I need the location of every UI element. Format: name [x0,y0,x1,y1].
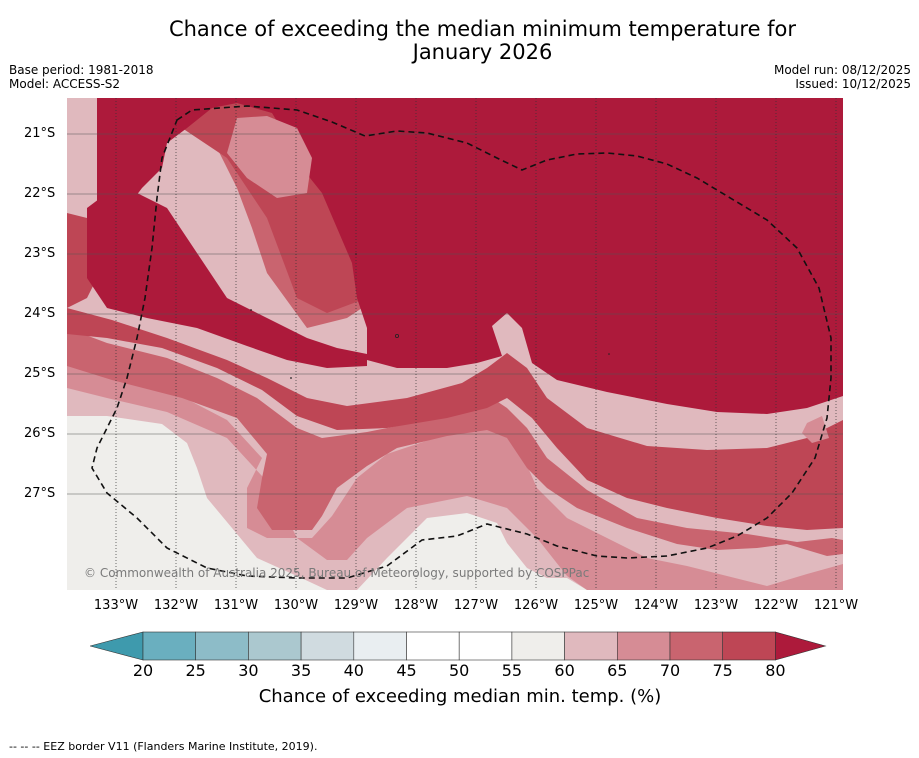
lon-label: 121°W [813,598,859,613]
colorbar [90,631,827,661]
lon-label: 123°W [693,598,739,613]
island-marker [250,309,252,311]
meta-left: Base period: 1981-2018 Model: ACCESS-S2 [9,63,154,91]
island-marker [394,333,399,338]
band-above-80 [97,98,843,414]
copyright-notice: © Commonwealth of Australia 2025, Bureau… [84,566,590,580]
lon-label: 130°W [273,598,319,613]
lon-label: 131°W [213,598,259,613]
lon-label: 132°W [153,598,199,613]
title-line-2: January 2026 [412,40,553,64]
eez-border [91,105,832,579]
colorbar-tick-label: 30 [238,661,259,680]
lon-label: 126°W [513,598,559,613]
colorbar-extend-low [90,631,144,661]
lat-label: 23°S [24,246,56,261]
lon-label: 124°W [633,598,679,613]
colorbar-box [564,631,618,661]
band-75-80 [67,308,843,530]
colorbar-tick-label: 40 [343,661,364,680]
colorbar-box [458,631,513,661]
colorbar-box [353,631,407,661]
lat-label: 27°S [24,486,56,501]
island-marker [355,253,357,255]
colorbar-box [669,631,724,661]
lat-label: 25°S [24,366,56,381]
eez-footnote: -- -- -- EEZ border V11 (Flanders Marine… [9,740,318,753]
colorbar-box [722,631,776,661]
band-70-75 [67,328,843,556]
model-run: Model run: 08/12/2025 [773,63,911,77]
band-55-60-west [67,416,327,590]
colorbar-extend-high [775,631,827,661]
lon-label: 127°W [453,598,499,613]
colorbar-tick-label: 75 [712,661,733,680]
band-65-70 [67,356,843,590]
colorbar-tick-label: 55 [501,661,523,680]
colorbar-box [142,631,197,661]
map-panel [67,98,843,590]
chart-title: Chance of exceeding the median minimum t… [60,18,905,64]
colorbar-tick-label: 70 [659,661,681,680]
colorbar-box [511,631,565,661]
colorbar-box [195,631,249,661]
colorbar-tick-label: 20 [132,661,154,680]
lat-label: 22°S [24,186,56,201]
island-marker [290,377,292,379]
meta-right: Model run: 08/12/2025 Issued: 10/12/2025 [774,63,911,91]
base-period: Base period: 1981-2018 [9,63,154,77]
model-name: Model: ACCESS-S2 [9,77,121,91]
band-55-60-south [357,513,587,590]
colorbar-box [616,631,671,661]
lon-label: 129°W [333,598,379,613]
colorbar-tick-label: 60 [554,661,575,680]
meridians [115,98,837,590]
colorbar-tick-label: 45 [396,661,417,680]
lon-label: 122°W [753,598,799,613]
title-line-1: Chance of exceeding the median minimum t… [168,17,797,41]
colorbar-box [248,631,302,661]
colorbar-tick-label: 50 [449,661,470,680]
colorbar-tick-label: 65 [607,661,628,680]
lon-label: 128°W [393,598,439,613]
colorbar-tick-label: 25 [185,661,206,680]
probability-map [67,98,843,590]
island-marker [608,353,610,355]
issued-date: Issued: 10/12/2025 [795,77,911,91]
colorbar-box [300,631,355,661]
lat-label: 26°S [24,426,56,441]
lon-label: 133°W [93,598,139,613]
lat-label: 21°S [24,126,56,141]
graticule [67,133,843,495]
lat-label: 24°S [24,306,56,321]
band-above-80-west [87,193,367,368]
colorbar-tick-label: 35 [290,661,312,680]
colorbar-tick-label: 80 [765,661,786,680]
band-65-70-patch [227,116,312,198]
colorbar-label: Chance of exceeding median min. temp. (%… [258,686,662,707]
lon-label: 125°W [573,598,619,613]
colorbar-box [406,631,460,661]
